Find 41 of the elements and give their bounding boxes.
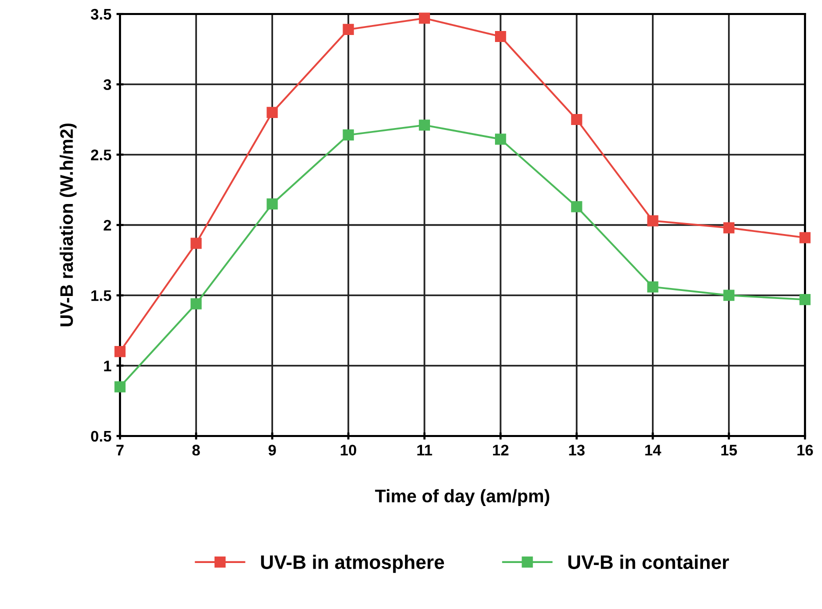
point [723, 290, 734, 301]
point [495, 30, 506, 42]
point [114, 381, 126, 392]
y-tick-label: 3 [104, 79, 112, 90]
x-tick-label: 12 [493, 444, 508, 456]
x-tick-label: 8 [192, 444, 200, 456]
point [190, 238, 202, 249]
x-tick-label: 9 [268, 444, 276, 456]
y-axis-title: UV-B radiation (W.h/m2) [60, 124, 77, 326]
x-tick-label: 15 [721, 444, 737, 456]
point [418, 120, 430, 131]
point [190, 298, 202, 310]
y-tick-label: 1.5 [91, 290, 112, 302]
point [342, 24, 354, 36]
point [266, 198, 278, 210]
point [342, 129, 354, 141]
x-tick-label: 10 [340, 444, 356, 456]
y-tick-label: 1 [104, 360, 112, 372]
point [723, 222, 734, 234]
x-tick-label: 13 [569, 444, 585, 456]
point [571, 201, 582, 212]
x-axis-title: Time of day (am/pm) [375, 489, 550, 506]
x-tick-label: 14 [645, 444, 662, 456]
point [647, 215, 658, 226]
y-tick-label: 0.5 [91, 430, 112, 442]
point [799, 232, 811, 244]
legend-label: UV-B in atmosphere [261, 554, 444, 573]
point [418, 12, 430, 24]
point [114, 346, 126, 358]
y-tick-label: 2 [104, 220, 112, 231]
y-tick-label: 3.5 [90, 8, 112, 20]
x-tick-label: 11 [417, 444, 432, 456]
x-tick-label: 7 [116, 444, 124, 456]
point [266, 106, 278, 118]
legend-label: UV-B in container [568, 554, 729, 570]
point [647, 281, 658, 292]
x-tick-label: 16 [797, 444, 813, 456]
point [571, 114, 582, 126]
point [799, 294, 811, 306]
y-tick-label: 2.5 [90, 150, 112, 160]
point [495, 134, 506, 145]
